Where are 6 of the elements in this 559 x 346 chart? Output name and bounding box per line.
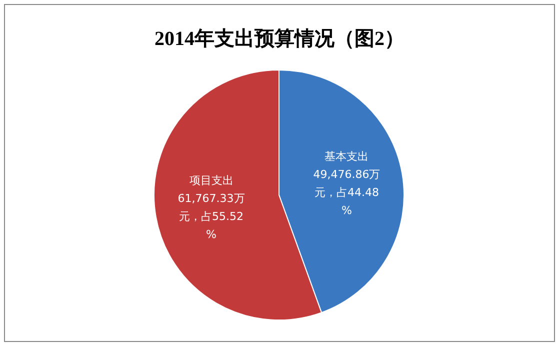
slice-label: 基本支出 bbox=[324, 150, 369, 164]
chart-title: 2014年支出预算情况（图2） bbox=[154, 28, 404, 50]
data-label: 61,767.33万元，占55.52% bbox=[178, 192, 245, 241]
slice: 基本支出 49,476.86万元，占44.48% bbox=[278, 70, 404, 314]
slice-label: 项目支出 bbox=[189, 174, 234, 187]
data-label: 49,476.86万元，占44.48% bbox=[313, 168, 380, 218]
